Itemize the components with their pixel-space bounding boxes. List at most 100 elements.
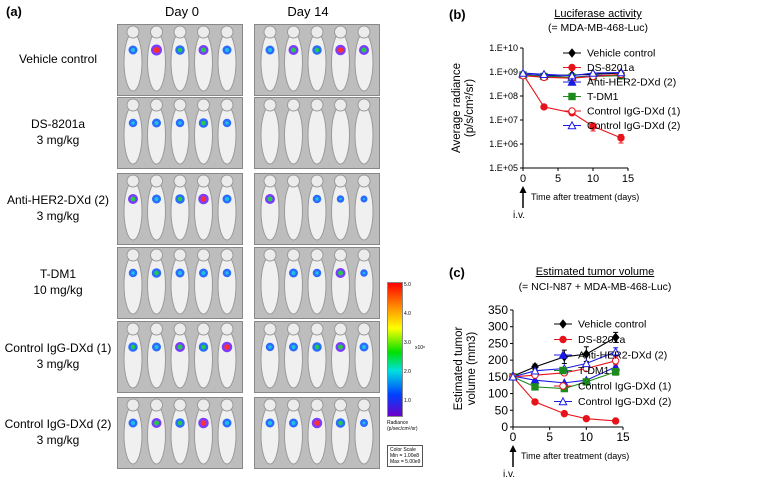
y-tick-label: 1.E+08 xyxy=(489,91,518,101)
mouse-head xyxy=(126,25,140,39)
mouse-image-day14 xyxy=(254,321,380,393)
mouse-body xyxy=(260,405,280,465)
mouse-image-day14 xyxy=(254,397,380,469)
iv-label: i.v. xyxy=(503,469,515,480)
mouse-head xyxy=(357,98,371,112)
group-dose: 10 mg/kg xyxy=(33,283,83,297)
data-point xyxy=(530,366,540,375)
mouse-head xyxy=(263,98,277,112)
data-point xyxy=(588,68,598,77)
signal-inner xyxy=(200,420,207,426)
data-point xyxy=(567,77,577,86)
mouse-body xyxy=(170,405,190,465)
mouse-head xyxy=(173,398,187,412)
colorbar xyxy=(387,282,403,417)
data-point xyxy=(508,372,518,381)
mouse-head xyxy=(173,98,187,112)
data-point xyxy=(568,107,576,115)
signal-inner xyxy=(314,420,320,426)
signal-inner xyxy=(201,344,206,350)
x-axis-label: Time after treatment (days) xyxy=(531,192,639,202)
mouse-body xyxy=(217,105,237,165)
signal-inner xyxy=(225,197,229,201)
legend-entry: DS-8201a xyxy=(578,334,625,346)
signal-inner xyxy=(131,121,135,125)
signal-inner xyxy=(201,47,206,53)
x-tick-label: 0 xyxy=(520,173,526,185)
color-scale-box: Color Scale Min = 1.00e8 Max = 5.00e9 xyxy=(387,445,424,467)
group-name: Vehicle control xyxy=(18,52,98,66)
signal-inner xyxy=(225,48,229,52)
legend-entry: Control IgG-DXd (1) xyxy=(587,106,680,118)
mouse-body xyxy=(354,105,374,165)
signal-inner xyxy=(362,345,366,349)
group-label: DS-8201a 3 mg/kg xyxy=(2,116,114,148)
legend-entry: T-DM1 xyxy=(578,365,610,377)
color-scale-title: Color Scale xyxy=(390,447,416,453)
signal-inner xyxy=(314,47,320,53)
mouse-body xyxy=(284,105,303,165)
mouse-head xyxy=(357,248,371,262)
mouse-body xyxy=(194,181,213,241)
day0-header: Day 0 xyxy=(165,4,199,19)
signal-inner xyxy=(362,271,366,275)
mouse-body xyxy=(194,329,213,389)
radiance-label: Radiance xyxy=(387,420,409,426)
mouse-body xyxy=(260,32,280,92)
group-dose: 3 mg/kg xyxy=(36,433,80,447)
mouse-body xyxy=(354,405,374,465)
group-name: Control IgG-DXd (2) xyxy=(4,417,112,431)
mouse-head xyxy=(150,248,163,262)
signal-inner xyxy=(268,48,272,52)
signal-inner xyxy=(338,270,343,276)
y-tick-label: 1.E+09 xyxy=(489,67,518,77)
signal-inner xyxy=(154,420,159,426)
data-point xyxy=(616,67,626,77)
y-tick-label: 150 xyxy=(488,370,508,384)
data-point xyxy=(582,378,591,386)
mouse-head xyxy=(334,248,347,262)
mouse-image-day14 xyxy=(254,97,380,169)
data-point xyxy=(568,92,576,101)
color-scale-min: Min = 1.00e8 xyxy=(390,453,420,459)
signal-inner xyxy=(267,196,273,202)
group-dose: 3 mg/kg xyxy=(36,209,80,223)
mouse-body xyxy=(217,329,237,389)
mouse-body xyxy=(354,32,374,92)
mouse-head xyxy=(197,398,210,412)
y-tick-label: 350 xyxy=(488,303,508,317)
data-point xyxy=(568,63,576,72)
group-dose: 3 mg/kg xyxy=(36,357,80,371)
mouse-head xyxy=(220,322,234,336)
mouse-head xyxy=(150,398,163,412)
mouse-head xyxy=(150,98,163,112)
mouse-head xyxy=(263,322,277,336)
colorbar-tick: 1.0 xyxy=(404,398,411,404)
x-tick-label: 5 xyxy=(555,173,561,185)
mouse-head xyxy=(334,25,347,39)
group-dose: 3 mg/kg xyxy=(36,133,80,147)
y-tick-label: 100 xyxy=(488,387,508,401)
y-tick-label: 1.E+10 xyxy=(489,43,518,53)
mouse-head xyxy=(126,98,140,112)
data-point xyxy=(559,319,567,329)
group-label: Anti-HER2-DXd (2) 3 mg/kg xyxy=(2,192,114,224)
data-point xyxy=(611,332,620,343)
signal-inner xyxy=(178,271,182,275)
data-point xyxy=(611,417,620,425)
mouse-head xyxy=(126,248,140,262)
colorbar-tick: 5.0 xyxy=(404,282,411,288)
signal-inner xyxy=(131,421,135,425)
signal-inner xyxy=(201,120,206,126)
signal-inner xyxy=(291,421,296,425)
mouse-body xyxy=(147,181,166,241)
y-axis-label: volume (mm3) xyxy=(466,332,478,406)
panel-b-label: (b) xyxy=(449,7,466,22)
mouse-body xyxy=(194,405,213,465)
signal-inner xyxy=(177,420,183,426)
x-axis-label: Time after treatment (days) xyxy=(521,451,629,461)
mouse-head xyxy=(263,248,277,262)
mouse-image-day0 xyxy=(117,24,243,96)
signal-inner xyxy=(201,271,206,275)
mouse-body xyxy=(260,255,280,315)
